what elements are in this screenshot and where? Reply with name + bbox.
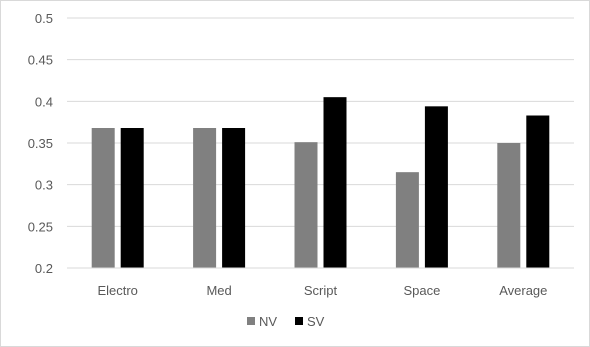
bar-sv-script xyxy=(323,97,347,269)
bar-nv-script xyxy=(294,142,318,268)
legend-swatch-sv xyxy=(295,317,303,325)
y-axis-tick-labels: 0.2 0.25 0.3 0.35 0.4 0.45 0.5 xyxy=(28,11,53,276)
bar-nv-med xyxy=(193,128,217,268)
x-tick-label: Script xyxy=(304,283,338,298)
x-tick-label: Electro xyxy=(97,283,137,298)
legend-swatch-nv xyxy=(247,317,255,325)
y-tick-label: 0.5 xyxy=(35,11,53,26)
legend: NV SV xyxy=(247,314,325,329)
bar-nv-electro xyxy=(91,128,115,268)
bars xyxy=(67,97,574,269)
y-tick-label: 0.2 xyxy=(35,261,53,276)
x-tick-label: Space xyxy=(403,283,440,298)
bar-nv-average xyxy=(497,143,521,268)
legend-label-sv: SV xyxy=(307,314,325,329)
bar-sv-average xyxy=(526,115,550,268)
y-tick-label: 0.35 xyxy=(28,136,53,151)
y-tick-label: 0.45 xyxy=(28,53,53,68)
y-tick-label: 0.3 xyxy=(35,178,53,193)
gridlines xyxy=(67,17,574,269)
bar-nv-space xyxy=(395,172,419,268)
x-axis-tick-labels: Electro Med Script Space Average xyxy=(97,283,547,298)
y-tick-label: 0.4 xyxy=(35,94,53,109)
bar-sv-med xyxy=(222,128,246,268)
x-tick-label: Med xyxy=(206,283,231,298)
y-tick-label: 0.25 xyxy=(28,219,53,234)
bar-sv-electro xyxy=(120,128,144,268)
x-tick-label: Average xyxy=(499,283,547,298)
bar-sv-space xyxy=(424,106,448,268)
legend-label-nv: NV xyxy=(259,314,277,329)
